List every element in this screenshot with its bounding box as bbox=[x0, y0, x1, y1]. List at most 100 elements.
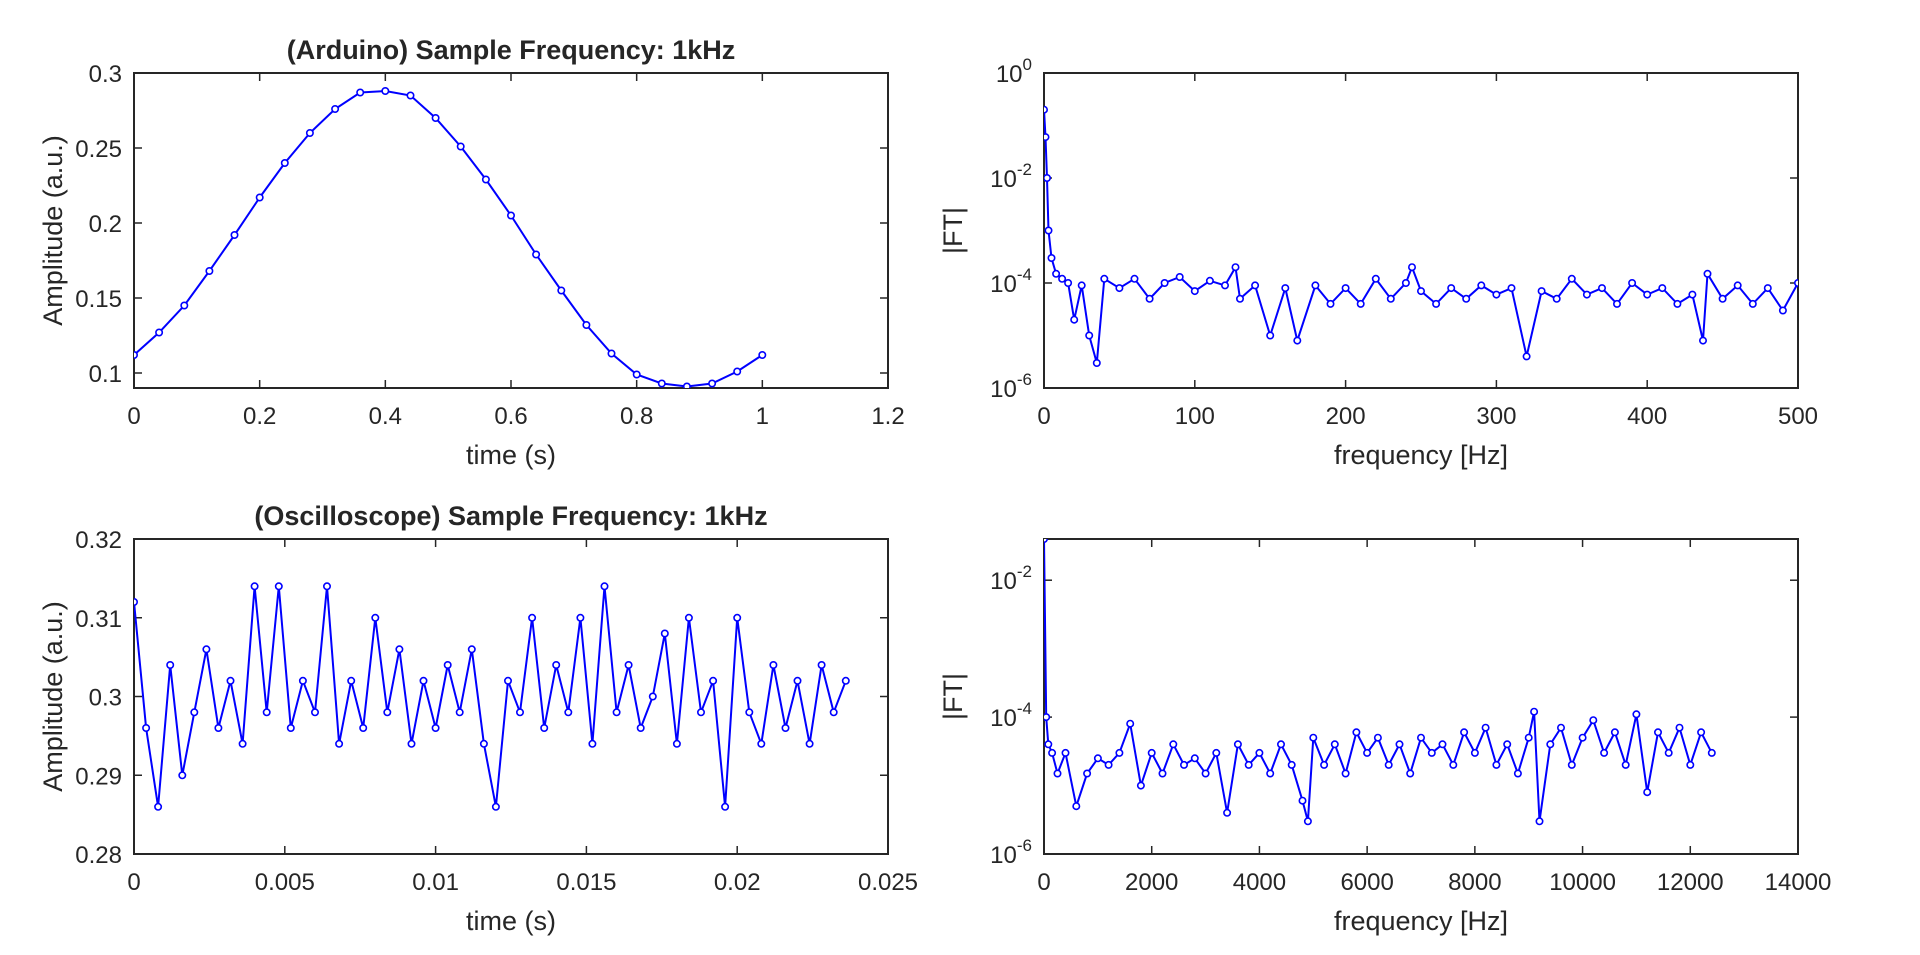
data-point bbox=[1537, 287, 1546, 296]
y-tick-exponent: 0 bbox=[1023, 55, 1032, 74]
data-point bbox=[1311, 281, 1320, 290]
data-point bbox=[1395, 740, 1404, 749]
x-tick-label: 0.02 bbox=[714, 869, 761, 896]
data-point bbox=[1621, 760, 1630, 769]
y-tick-base: 10 bbox=[990, 271, 1017, 298]
data-point bbox=[1341, 284, 1350, 293]
data-point bbox=[1384, 760, 1393, 769]
data-point bbox=[1093, 754, 1102, 763]
data-point bbox=[1438, 740, 1447, 749]
x-axis-label: frequency [Hz] bbox=[1334, 906, 1508, 936]
data-point bbox=[660, 629, 669, 638]
data-point bbox=[1470, 748, 1479, 757]
x-tick-label: 100 bbox=[1175, 403, 1215, 430]
data-point bbox=[817, 660, 826, 669]
data-point bbox=[1070, 315, 1079, 324]
data-point bbox=[1190, 287, 1199, 296]
data-point bbox=[1406, 769, 1415, 778]
data-point bbox=[1293, 336, 1302, 345]
data-point bbox=[1371, 274, 1380, 283]
data-point bbox=[506, 211, 515, 220]
data-point bbox=[310, 708, 319, 717]
data-point bbox=[180, 301, 189, 310]
data-point bbox=[305, 129, 314, 138]
y-tick-label: 0.25 bbox=[75, 136, 122, 163]
data-point bbox=[1126, 719, 1135, 728]
data-point bbox=[721, 802, 730, 811]
data-point bbox=[1255, 748, 1264, 757]
chart-2: 0 100 200 300 400 50010-610-410-2100frequency… bbox=[938, 55, 1818, 470]
series-group bbox=[1044, 539, 1716, 826]
data-point bbox=[1535, 817, 1544, 826]
data-point bbox=[503, 676, 512, 685]
data-point bbox=[1044, 133, 1050, 142]
data-point bbox=[1567, 274, 1576, 283]
data-point bbox=[1083, 769, 1092, 778]
data-point bbox=[250, 582, 259, 591]
x-tick-label: 0.025 bbox=[858, 869, 918, 896]
x-tick-label: 0 bbox=[127, 869, 140, 896]
y-tick-base: 10 bbox=[990, 842, 1017, 869]
data-point bbox=[588, 739, 597, 748]
x-axis-label: time (s) bbox=[466, 440, 556, 470]
data-point bbox=[1748, 299, 1757, 308]
data-point bbox=[1417, 287, 1426, 296]
data-point bbox=[1320, 760, 1329, 769]
data-point bbox=[1201, 769, 1210, 778]
data-point bbox=[1589, 716, 1598, 725]
data-point bbox=[1763, 284, 1772, 293]
data-point bbox=[829, 708, 838, 717]
data-point bbox=[1524, 733, 1533, 742]
data-point bbox=[841, 676, 850, 685]
data-point bbox=[1643, 788, 1652, 797]
data-point bbox=[347, 676, 356, 685]
data-point bbox=[419, 676, 428, 685]
x-tick-label: 0.2 bbox=[243, 403, 276, 430]
data-point bbox=[781, 723, 790, 732]
data-point bbox=[1449, 760, 1458, 769]
chart-title: (Arduino) Sample Frequency: 1kHz bbox=[287, 35, 736, 65]
data-point bbox=[238, 739, 247, 748]
data-point bbox=[1072, 802, 1081, 811]
x-tick-label: 0.01 bbox=[412, 869, 459, 896]
y-tick-label: 10-2 bbox=[990, 562, 1032, 595]
y-tick-label: 10-2 bbox=[990, 160, 1032, 193]
data-point bbox=[226, 676, 235, 685]
data-point bbox=[1707, 748, 1716, 757]
x-tick-label: 2000 bbox=[1125, 869, 1178, 896]
data-point bbox=[1233, 740, 1242, 749]
x-tick-label: 300 bbox=[1476, 403, 1516, 430]
data-point bbox=[1058, 274, 1067, 283]
x-axis-label: time (s) bbox=[466, 906, 556, 936]
data-point bbox=[1281, 284, 1290, 293]
data-point bbox=[1077, 281, 1086, 290]
data-point bbox=[205, 266, 214, 275]
y-tick-exponent: -6 bbox=[1017, 836, 1032, 855]
data-point bbox=[1460, 728, 1469, 737]
data-point bbox=[1703, 269, 1712, 278]
data-point bbox=[672, 739, 681, 748]
data-point bbox=[1044, 105, 1048, 114]
data-point bbox=[1326, 299, 1335, 308]
x-tick-label: 0.6 bbox=[494, 403, 527, 430]
data-point bbox=[1522, 352, 1531, 361]
data-point bbox=[1341, 769, 1350, 778]
data-point bbox=[481, 175, 490, 184]
data-point bbox=[1427, 748, 1436, 757]
y-tick-label: 10-4 bbox=[990, 699, 1032, 732]
y-tick-label: 0.31 bbox=[75, 606, 122, 633]
data-point bbox=[359, 723, 368, 732]
data-point bbox=[1085, 331, 1094, 340]
data-point bbox=[1567, 760, 1576, 769]
data-point bbox=[286, 723, 295, 732]
series-line bbox=[134, 586, 847, 807]
x-tick-label: 1 bbox=[756, 403, 769, 430]
data-point bbox=[1664, 748, 1673, 757]
data-point bbox=[1352, 728, 1361, 737]
data-point bbox=[1432, 299, 1441, 308]
data-point bbox=[1582, 290, 1591, 299]
data-point bbox=[1303, 817, 1312, 826]
data-point bbox=[1546, 740, 1555, 749]
data-point bbox=[178, 771, 187, 780]
data-point bbox=[1330, 740, 1339, 749]
